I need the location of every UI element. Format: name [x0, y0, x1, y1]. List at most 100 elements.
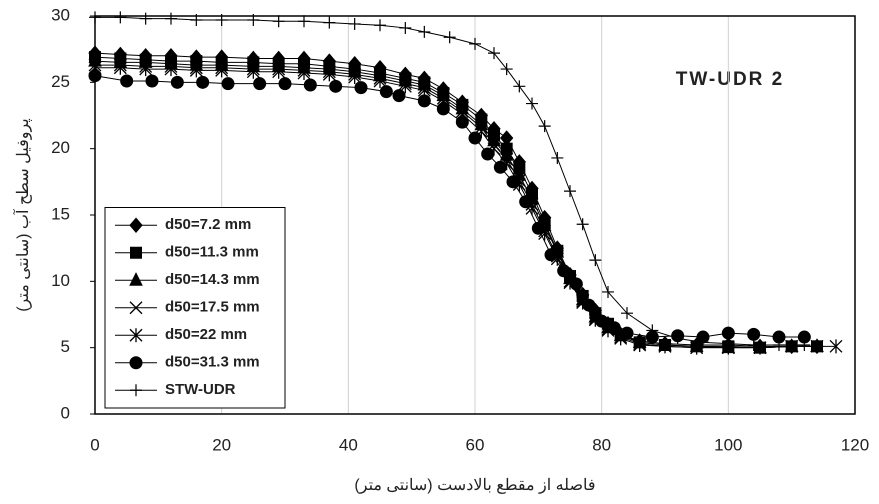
marker: [633, 338, 647, 353]
x-tick-label: 100: [714, 435, 742, 454]
marker: [129, 272, 143, 286]
marker: [253, 77, 267, 91]
y-tick-label: 30: [51, 5, 70, 24]
marker: [576, 218, 589, 231]
x-tick-label: 80: [592, 435, 611, 454]
marker: [272, 15, 285, 28]
annotation: TW-UDR 2: [676, 69, 785, 90]
marker: [247, 13, 260, 26]
marker: [513, 80, 526, 93]
marker: [322, 67, 336, 82]
marker: [164, 62, 178, 77]
marker: [829, 339, 843, 354]
x-axis-label: فاصله از مقطع بالادست (سانتی متر): [354, 477, 595, 494]
marker: [519, 195, 533, 209]
marker: [272, 64, 286, 79]
marker: [373, 74, 387, 89]
marker: [564, 185, 576, 198]
marker: [607, 321, 621, 335]
marker: [544, 248, 558, 262]
marker: [468, 131, 482, 145]
marker: [215, 63, 229, 78]
marker: [215, 13, 228, 26]
marker: [348, 70, 362, 85]
marker: [747, 339, 760, 352]
y-axis-label: پروفیل سطح آب (سانتی متر): [12, 118, 32, 312]
marker: [297, 66, 311, 81]
marker: [582, 298, 596, 312]
marker: [569, 277, 583, 291]
marker: [129, 217, 143, 234]
marker: [810, 338, 824, 352]
legend-label: d50=22 mm: [165, 326, 247, 343]
marker: [196, 75, 210, 89]
marker: [697, 336, 709, 349]
marker: [500, 63, 513, 76]
marker: [323, 16, 336, 29]
marker: [303, 78, 317, 92]
marker: [506, 175, 520, 189]
marker: [374, 19, 386, 32]
y-tick-label: 20: [51, 138, 70, 157]
plot-border: [94, 15, 856, 415]
marker: [145, 74, 159, 88]
marker: [488, 47, 500, 60]
marker: [785, 339, 799, 354]
marker: [129, 356, 143, 370]
marker: [278, 77, 292, 91]
x-tick-label: 60: [466, 435, 485, 454]
y-tick-label: 0: [61, 403, 70, 422]
marker: [417, 94, 431, 108]
y-tick-label: 15: [51, 204, 70, 223]
marker: [443, 31, 456, 44]
marker: [557, 264, 571, 278]
marker: [493, 160, 507, 174]
marker: [139, 62, 153, 77]
marker: [298, 15, 310, 28]
marker: [170, 75, 184, 89]
marker: [354, 81, 368, 95]
marker: [620, 326, 634, 340]
marker: [418, 25, 431, 38]
marker: [348, 17, 361, 30]
y-tick-label: 5: [61, 337, 70, 356]
marker: [551, 151, 564, 164]
marker: [722, 337, 735, 350]
marker: [89, 11, 101, 24]
marker: [531, 221, 545, 235]
marker: [88, 69, 102, 83]
marker: [602, 285, 614, 298]
marker: [436, 102, 450, 116]
marker: [671, 332, 684, 345]
marker: [221, 77, 235, 91]
marker: [189, 63, 203, 78]
marker: [658, 339, 672, 354]
marker: [113, 60, 127, 75]
marker: [130, 246, 142, 259]
x-tick-label: 20: [212, 435, 231, 454]
marker: [469, 37, 481, 50]
marker: [130, 384, 142, 397]
marker: [392, 89, 406, 103]
x-tick-label: 120: [841, 435, 869, 454]
marker: [120, 74, 134, 88]
legend-label: d50=7.2 mm: [165, 216, 251, 233]
marker: [589, 254, 602, 267]
marker: [129, 328, 143, 343]
marker: [690, 340, 704, 355]
legend-label: d50=17.5 mm: [165, 299, 260, 316]
marker: [399, 21, 412, 34]
marker: [165, 12, 177, 25]
marker: [621, 307, 633, 320]
marker: [747, 327, 761, 341]
marker: [190, 13, 203, 26]
series-line: [95, 16, 805, 346]
y-tick-label: 10: [51, 271, 70, 290]
marker: [129, 301, 143, 315]
marker: [329, 79, 343, 93]
marker: [455, 115, 469, 129]
legend-label: d50=11.3 mm: [165, 244, 259, 261]
marker: [526, 97, 538, 110]
marker: [246, 64, 260, 79]
